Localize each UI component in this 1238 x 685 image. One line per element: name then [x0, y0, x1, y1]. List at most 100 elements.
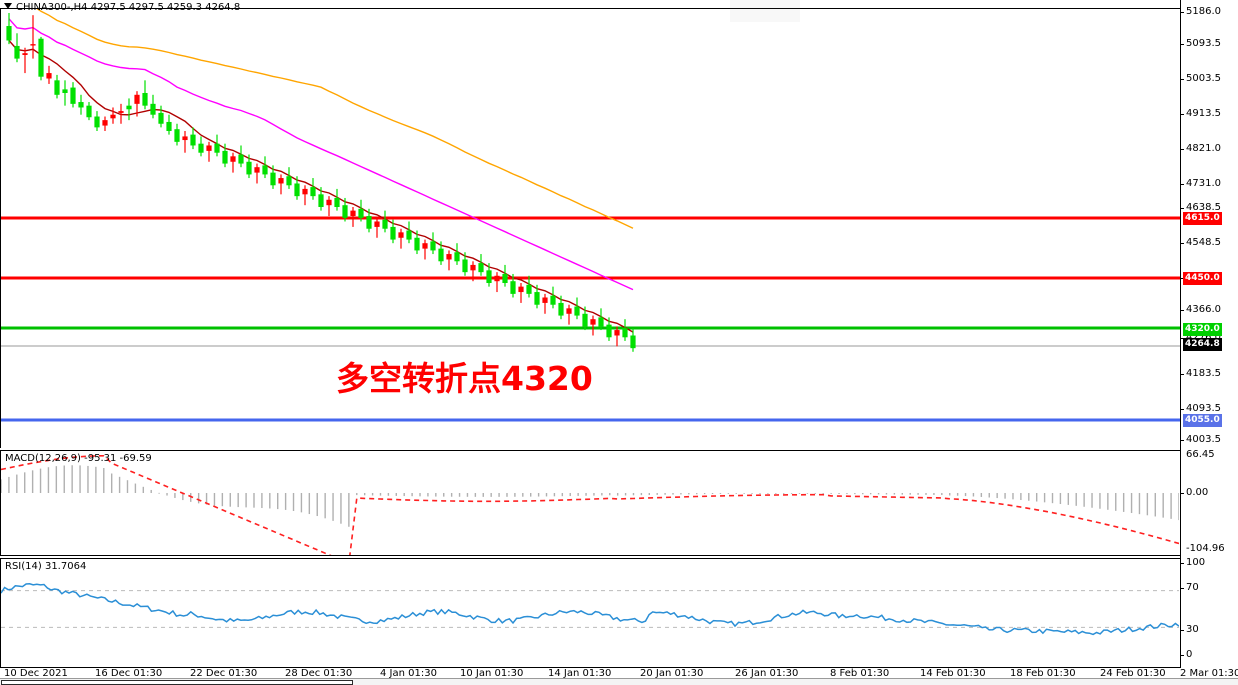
- candlestick: [270, 165, 276, 189]
- macd-histogram-bar: [703, 493, 706, 495]
- macd-histogram-bar: [47, 467, 50, 493]
- candlestick: [110, 107, 116, 124]
- rsi-indicator-panel[interactable]: RSI(14) 31.7064: [0, 558, 1180, 668]
- macd-histogram-bar: [126, 480, 129, 493]
- macd-indicator-panel[interactable]: MACD(12,26,9) -95.31 -69.59: [0, 450, 1180, 556]
- candlestick: [238, 145, 244, 168]
- macd-histogram-bar: [300, 493, 303, 513]
- level-line-support[interactable]: [1, 418, 1180, 422]
- candlestick: [222, 143, 228, 168]
- macd-histogram-bar: [166, 493, 168, 496]
- price-scale-axis[interactable]: 5186.0 5093.5 5003.5 4913.5 4821.0 4731.0 4638…: [1180, 0, 1238, 685]
- time-axis-label: 2 Mar 01:30: [1180, 668, 1238, 679]
- macd-histogram-bar: [751, 493, 753, 494]
- time-axis-label: 16 Dec 01:30: [95, 668, 163, 679]
- candlestick: [294, 176, 300, 200]
- candlestick: [462, 252, 468, 276]
- level-line-pivot[interactable]: [1, 326, 1180, 330]
- macd-histogram-bar: [632, 493, 635, 496]
- macd-histogram-bar: [862, 493, 864, 495]
- rsi-line: [1, 583, 1179, 636]
- macd-histogram-bar: [988, 493, 990, 498]
- candlestick: [566, 304, 572, 325]
- rsi-tick: [1180, 655, 1184, 656]
- macd-histogram-bar: [174, 493, 176, 498]
- macd-histogram-bar: [1083, 493, 1085, 507]
- resistance-tag[interactable]: 4615.0: [1183, 212, 1222, 225]
- triangle-down-icon[interactable]: [4, 3, 12, 9]
- candlestick: [558, 295, 564, 320]
- macd-histogram-bar: [885, 493, 888, 495]
- price-tick: [1180, 149, 1184, 150]
- candlestick: [366, 208, 372, 233]
- macd-histogram-bar: [1099, 493, 1101, 509]
- macd-header-label: MACD(12,26,9) -95.31 -69.59: [5, 453, 152, 464]
- macd-histogram-bar: [269, 493, 271, 509]
- candlestick: [182, 130, 188, 153]
- macd-histogram-bar: [514, 493, 516, 497]
- price-chart-panel[interactable]: [0, 8, 1180, 448]
- macd-histogram-bar: [1035, 493, 1038, 502]
- level-line-current[interactable]: [1, 345, 1180, 347]
- macd-histogram-bar: [601, 493, 603, 496]
- macd-histogram-bar: [253, 493, 255, 508]
- axis-vertical-line: [1180, 0, 1181, 685]
- support-tag[interactable]: 4055.0: [1183, 414, 1222, 427]
- rsi-tick-label: 70: [1186, 582, 1199, 593]
- candlestick: [318, 187, 324, 211]
- macd-histogram-bar: [759, 493, 761, 494]
- macd-histogram-bar: [553, 493, 556, 497]
- price-tick: [1180, 440, 1184, 441]
- rsi-plot-area[interactable]: [1, 559, 1180, 667]
- candlestick: [614, 326, 620, 347]
- macd-histogram-bar: [569, 493, 571, 497]
- breakdown-tag[interactable]: 4450.0: [1183, 272, 1222, 285]
- candlestick: [70, 82, 76, 108]
- level-line-breakdown[interactable]: [1, 276, 1180, 280]
- current-price-tag[interactable]: 4264.8: [1183, 338, 1222, 351]
- macd-tick-label: -104.96: [1186, 543, 1225, 554]
- candlestick: [598, 308, 604, 331]
- price-tick: [1180, 310, 1184, 311]
- macd-histogram-bar: [24, 472, 26, 493]
- macd-histogram-bar: [490, 493, 492, 497]
- candlestick: [358, 199, 364, 222]
- macd-histogram-bar: [933, 493, 935, 495]
- macd-plot-area[interactable]: [1, 451, 1180, 555]
- macd-histogram-bar: [245, 493, 247, 508]
- rsi-header-label: RSI(14) 31.7064: [5, 561, 87, 572]
- price-tick-label: 4183.5: [1186, 368, 1221, 379]
- macd-histogram-bar: [1028, 493, 1030, 501]
- candlestick: [6, 13, 12, 45]
- price-tick-label: 4821.0: [1186, 143, 1221, 154]
- macd-histogram-bar: [482, 493, 484, 497]
- horizontal-scrollbar[interactable]: [0, 678, 1238, 685]
- macd-histogram-bar: [324, 493, 326, 519]
- macd-histogram-bar: [656, 493, 658, 495]
- macd-histogram-bar: [735, 493, 737, 494]
- macd-histogram-bar: [213, 493, 216, 506]
- candlestick: [310, 178, 316, 200]
- macd-histogram-bar: [356, 493, 358, 496]
- time-axis-label: 24 Feb 01:30: [1100, 668, 1166, 679]
- macd-histogram-bar: [87, 465, 89, 493]
- macd-histogram-bar: [798, 493, 801, 494]
- price-plot-area[interactable]: [1, 9, 1180, 448]
- candlestick: [550, 286, 556, 309]
- candlestick: [390, 219, 396, 244]
- candlestick: [158, 105, 164, 128]
- price-tick: [1180, 12, 1184, 13]
- candlestick: [398, 228, 404, 249]
- macd-histogram-bar: [688, 493, 690, 495]
- macd-histogram-bar: [577, 493, 579, 496]
- macd-histogram-bar: [261, 493, 263, 509]
- scrollbar-thumb[interactable]: [1, 680, 353, 685]
- macd-histogram-bar: [814, 493, 817, 494]
- macd-histogram-bar: [340, 493, 342, 524]
- rsi-tick: [1180, 563, 1184, 564]
- pivot-tag[interactable]: 4320.0: [1183, 323, 1222, 336]
- level-line-resistance[interactable]: [1, 216, 1180, 220]
- candlestick: [542, 293, 548, 314]
- macd-histogram-bar: [348, 493, 350, 527]
- price-tick-label: 5003.5: [1186, 73, 1221, 84]
